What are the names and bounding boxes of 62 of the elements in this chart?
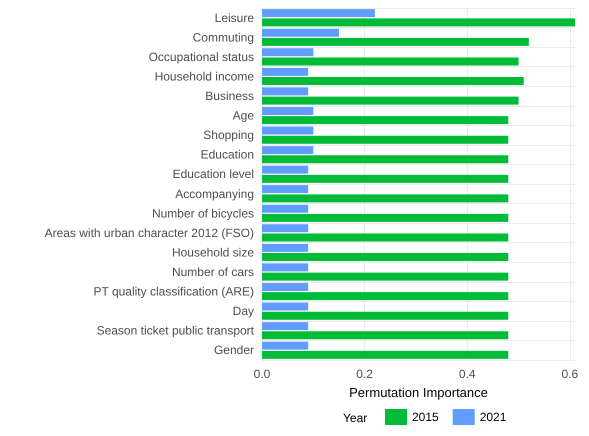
y-tick-label: Number of bicycles — [152, 206, 254, 220]
bar — [262, 263, 308, 272]
legend-label: 2021 — [480, 410, 507, 424]
bar — [262, 48, 314, 56]
bar — [262, 224, 308, 232]
y-tick-label: Household size — [172, 245, 254, 260]
y-tick-label: Commuting — [192, 30, 254, 44]
y-tick-label: Leisure — [214, 10, 254, 25]
legend-title: Year — [343, 411, 368, 425]
bar — [262, 350, 508, 359]
y-tick-label: Areas with urban character 2012 (FSO) — [44, 226, 254, 240]
x-tick-label: 0.0 — [254, 367, 271, 381]
y-tick-label: Season ticket public transport — [96, 324, 255, 338]
bar — [262, 126, 314, 135]
bar — [262, 331, 508, 340]
bar — [262, 155, 508, 164]
x-axis-title: Permutation Importance — [349, 385, 488, 400]
x-tick-label: 0.6 — [562, 367, 579, 381]
bar — [262, 214, 508, 222]
y-tick-label: Household income — [154, 69, 254, 84]
bar — [262, 18, 575, 26]
bar — [262, 322, 308, 330]
bar — [262, 342, 308, 350]
legend-label: 2015 — [412, 410, 440, 424]
y-tick-label: Education level — [172, 167, 254, 182]
y-tick-label: Shopping — [203, 128, 254, 142]
bar — [262, 174, 508, 183]
y-tick-label: Occupational status — [148, 50, 254, 64]
bar — [262, 244, 308, 252]
bar — [262, 302, 308, 311]
y-tick-label: Day — [232, 304, 254, 318]
y-tick-label: Education — [200, 148, 254, 162]
x-tick-label: 0.2 — [356, 367, 374, 381]
bar — [262, 96, 519, 105]
bar — [262, 292, 508, 300]
y-tick-label: Gender — [214, 343, 254, 358]
bar — [262, 28, 339, 37]
bar — [262, 38, 529, 46]
bar — [262, 116, 508, 124]
y-tick-label: PT quality classification (ARE) — [94, 284, 254, 299]
bar — [262, 87, 308, 96]
bar — [262, 253, 508, 262]
bar — [262, 77, 524, 86]
bar — [262, 272, 508, 281]
bar — [262, 146, 314, 154]
bar — [262, 57, 519, 66]
y-tick-label: Accompanying — [175, 186, 254, 201]
bar — [262, 282, 308, 291]
bar — [262, 9, 375, 18]
bar — [262, 233, 508, 242]
y-tick-label: Age — [232, 108, 254, 123]
x-tick-label: 0.4 — [458, 367, 476, 381]
bar — [262, 106, 314, 115]
y-tick-label: Number of cars — [172, 265, 254, 279]
bar — [262, 68, 308, 76]
y-tick-label: Business — [205, 89, 254, 103]
bar — [262, 166, 308, 174]
bar — [262, 185, 308, 194]
bar — [262, 136, 508, 144]
bar — [262, 204, 308, 213]
bar — [262, 194, 508, 202]
bar — [262, 312, 508, 320]
